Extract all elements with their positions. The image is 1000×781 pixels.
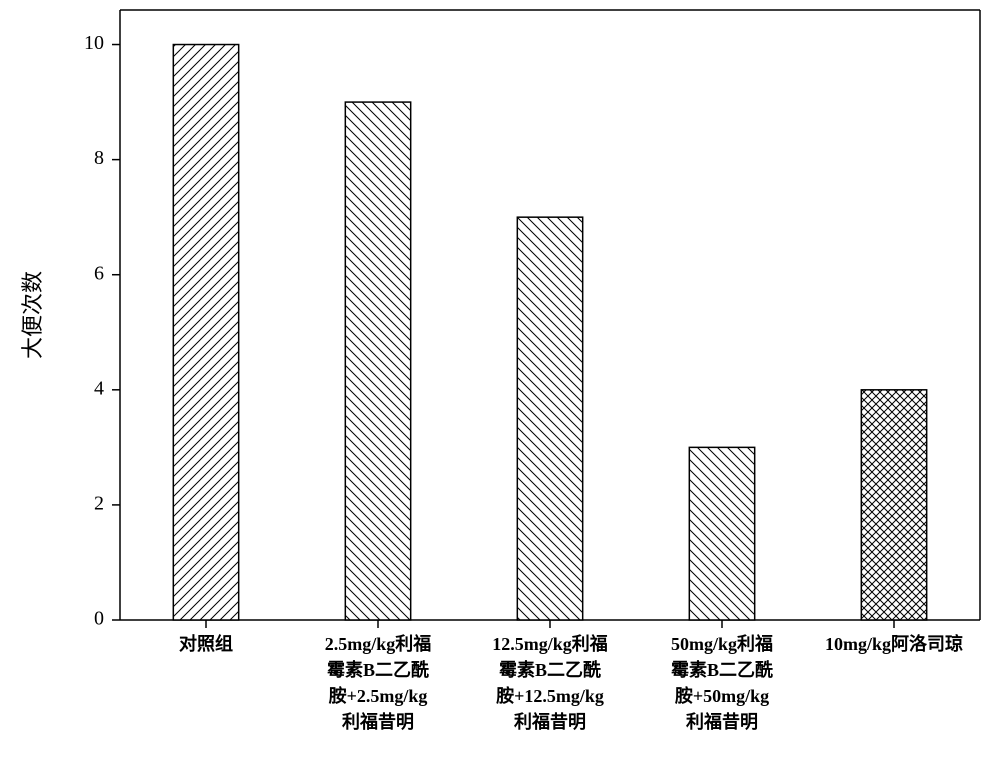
bar [345, 102, 410, 620]
x-tick-label: 10mg/kg阿洛司琼 [825, 633, 963, 654]
y-tick-label: 2 [94, 492, 104, 514]
x-tick-label: 对照组 [179, 633, 233, 654]
bar [689, 447, 754, 620]
y-tick-label: 8 [94, 147, 104, 169]
bar [517, 217, 582, 620]
y-tick-label: 10 [84, 32, 104, 54]
y-axis-label: 大便次数 [20, 271, 45, 359]
bar [861, 390, 926, 620]
chart-svg: 0246810大便次数对照组2.5mg/kg利福霉素B二乙酰胺+2.5mg/kg… [0, 0, 1000, 776]
bar [173, 45, 238, 620]
y-tick-label: 4 [94, 377, 104, 399]
y-tick-label: 0 [94, 608, 104, 630]
y-tick-label: 6 [94, 262, 104, 284]
bar-chart: 0246810大便次数对照组2.5mg/kg利福霉素B二乙酰胺+2.5mg/kg… [0, 0, 1000, 776]
